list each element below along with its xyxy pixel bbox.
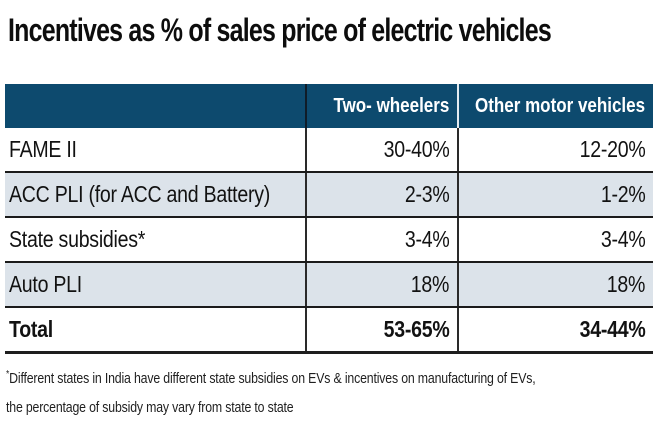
table-row-state-subsidies: State subsidies* 3-4% 3-4% xyxy=(5,216,653,261)
fame-2-two-wheelers-value: 30-40% xyxy=(383,136,449,162)
auto-pli-other-motor-vehicles-cell: 18% xyxy=(457,263,653,306)
auto-pli-other-motor-vehicles-value: 18% xyxy=(606,271,646,297)
auto-pli-two-wheelers-cell: 18% xyxy=(305,263,457,306)
acc-pli-two-wheelers-cell: 2-3% xyxy=(305,173,457,216)
header-label-two-wheelers: Two- wheelers xyxy=(333,94,449,117)
auto-pli-two-wheelers-value: 18% xyxy=(410,271,450,297)
table-row-total: Total 53-65% 34-44% xyxy=(5,306,653,351)
header-cell-two-wheelers: Two- wheelers xyxy=(305,84,457,128)
table-header-row: Two- wheelers Other motor vehicles xyxy=(5,84,653,128)
state-subsidies-two-wheelers-value: 3-4% xyxy=(404,226,449,252)
table-row-auto-pli: Auto PLI 18% 18% xyxy=(5,261,653,306)
state-subsidies-label-cell: State subsidies* xyxy=(5,218,305,261)
table-row-fame-2: FAME II 30-40% 12-20% xyxy=(5,128,653,171)
total-other-motor-vehicles-value: 34-44% xyxy=(579,316,645,342)
total-label-cell: Total xyxy=(5,308,305,351)
acc-pli-other-motor-vehicles-cell: 1-2% xyxy=(457,173,653,216)
header-cell-blank xyxy=(5,84,305,128)
total-label: Total xyxy=(9,316,53,342)
state-subsidies-label: State subsidies* xyxy=(9,226,146,252)
footnote-line-1-text: Different states in India have different… xyxy=(9,370,536,387)
footnote-line-2: the percentage of subsidy may vary from … xyxy=(6,394,629,423)
fame-2-other-motor-vehicles-cell: 12-20% xyxy=(457,128,653,171)
state-subsidies-other-motor-vehicles-cell: 3-4% xyxy=(457,218,653,261)
acc-pli-other-motor-vehicles-value: 1-2% xyxy=(600,181,645,207)
total-other-motor-vehicles-cell: 34-44% xyxy=(457,308,653,351)
table-row-acc-pli: ACC PLI (for ACC and Battery) 2-3% 1-2% xyxy=(5,171,653,216)
acc-pli-label: ACC PLI (for ACC and Battery) xyxy=(9,181,270,207)
fame-2-label-cell: FAME II xyxy=(5,128,305,171)
footnote-asterisk: * xyxy=(6,369,10,380)
total-two-wheelers-cell: 53-65% xyxy=(305,308,457,351)
footnote-line-1: *Different states in India have differen… xyxy=(6,360,629,394)
chart-title: Incentives as % of sales price of electr… xyxy=(8,12,660,49)
total-two-wheelers-value: 53-65% xyxy=(383,316,449,342)
fame-2-label: FAME II xyxy=(9,136,77,162)
header-cell-other-motor-vehicles: Other motor vehicles xyxy=(457,84,653,128)
footnote: *Different states in India have differen… xyxy=(6,360,629,423)
acc-pli-two-wheelers-value: 2-3% xyxy=(404,181,449,207)
footnote-line-2-text: the percentage of subsidy may vary from … xyxy=(6,399,294,416)
fame-2-two-wheelers-cell: 30-40% xyxy=(305,128,457,171)
chart-title-text: Incentives as % of sales price of electr… xyxy=(8,12,552,48)
fame-2-other-motor-vehicles-value: 12-20% xyxy=(579,136,645,162)
state-subsidies-two-wheelers-cell: 3-4% xyxy=(305,218,457,261)
acc-pli-label-cell: ACC PLI (for ACC and Battery) xyxy=(5,173,305,216)
state-subsidies-other-motor-vehicles-value: 3-4% xyxy=(600,226,645,252)
auto-pli-label-cell: Auto PLI xyxy=(5,263,305,306)
incentives-table: Two- wheelers Other motor vehicles FAME … xyxy=(5,84,653,354)
header-label-other-motor-vehicles: Other motor vehicles xyxy=(474,94,645,117)
auto-pli-label: Auto PLI xyxy=(9,271,82,297)
